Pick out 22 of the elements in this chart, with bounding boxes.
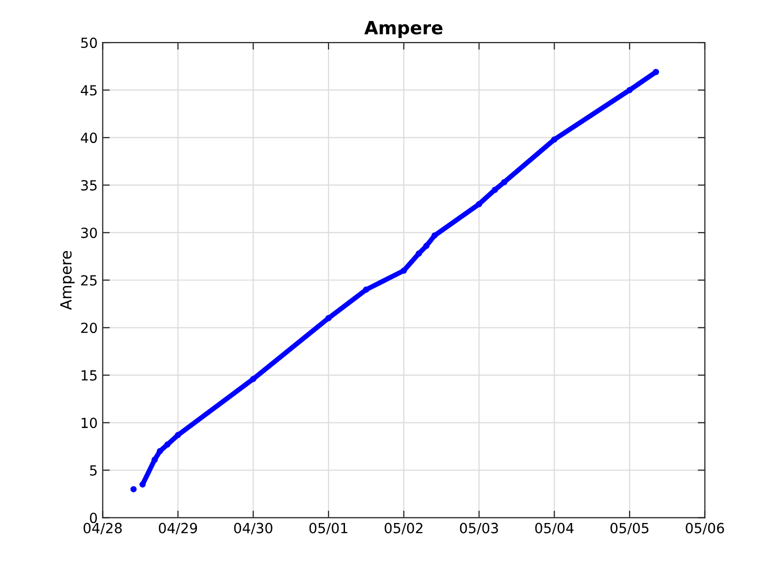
y-tick-label: 10 — [82, 418, 97, 428]
y-tick-label: 50 — [81, 38, 97, 48]
y-tick-label: 35 — [81, 180, 97, 191]
y-tick-label: 40 — [80, 132, 97, 144]
x-tick-label: 05/03 — [460, 522, 498, 534]
y-tick-label: 45 — [80, 85, 97, 96]
y-tick-label: 15 — [82, 370, 97, 381]
chart-title: Ampere — [364, 21, 442, 38]
y-tick-label: 5 — [90, 465, 97, 476]
x-tick-label: 05/04 — [535, 522, 574, 534]
x-tick-label: 04/30 — [234, 522, 272, 534]
y-tick-label: 20 — [81, 322, 97, 334]
y-tick-label: 0 — [90, 512, 97, 524]
y-tick-label: 30 — [81, 228, 97, 238]
x-tick-label: 04/29 — [158, 522, 198, 534]
x-tick-label: 05/01 — [309, 522, 348, 534]
x-tick-label: 05/05 — [610, 522, 648, 534]
y-tick-label: 25 — [81, 275, 97, 286]
x-tick-label: 05/02 — [384, 522, 422, 534]
x-tick-label: 04/28 — [84, 522, 122, 534]
x-tick-label: 05/06 — [686, 522, 724, 534]
y-axis-title: Ampere — [60, 251, 75, 310]
